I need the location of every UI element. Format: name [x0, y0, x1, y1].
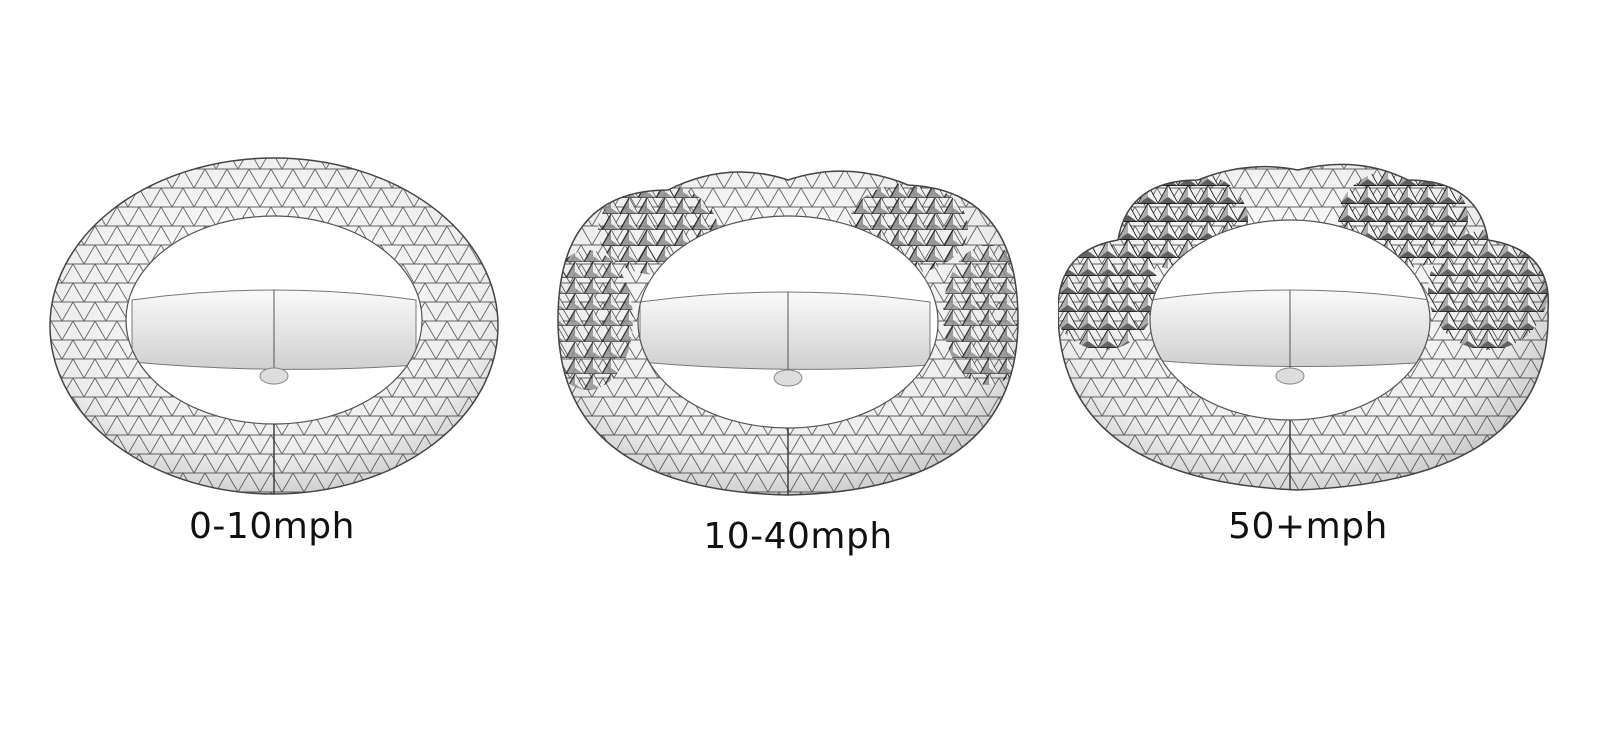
ring-illustration-smooth — [40, 150, 540, 510]
ring-panel-low-speed: 0-10mph — [40, 150, 540, 570]
ring-panel-high-speed: 50+mph — [1058, 150, 1558, 570]
ring-illustration-spiked — [1058, 150, 1558, 510]
ring-panel-mid-speed: 10-40mph — [548, 150, 1048, 570]
ring-illustration-textured — [548, 150, 1048, 510]
speed-label: 10-40mph — [703, 516, 893, 557]
speed-label: 50+mph — [1228, 506, 1388, 547]
speed-label: 0-10mph — [189, 506, 355, 547]
